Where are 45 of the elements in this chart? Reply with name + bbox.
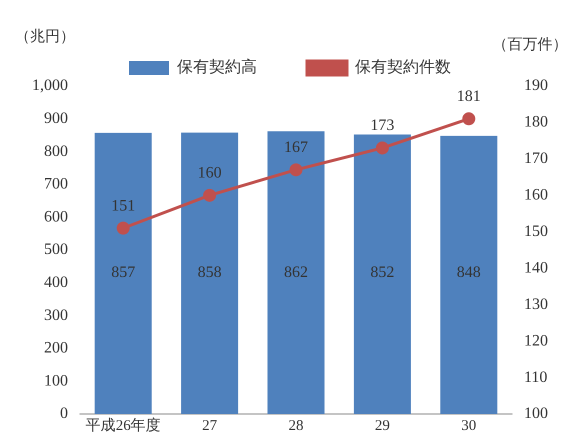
y2-tick-label: 160 <box>524 186 548 204</box>
point <box>376 141 389 154</box>
y-tick-label: 600 <box>44 208 68 226</box>
data-label: 862 <box>284 264 308 282</box>
y2-tick-label: 190 <box>524 77 548 94</box>
y-tick-label: 200 <box>44 340 68 357</box>
y-tick-label: 100 <box>44 372 68 390</box>
y2-tick-label: 140 <box>524 259 548 276</box>
data-label: 160 <box>198 164 222 182</box>
y-tick-label: 800 <box>44 142 68 160</box>
data-label: 858 <box>198 264 222 282</box>
y-tick-label: 900 <box>44 110 68 128</box>
x-tick-label: 平成26年度 <box>86 416 161 434</box>
x-tick-label: 29 <box>374 418 390 434</box>
y-tick-label: 700 <box>44 176 68 193</box>
x-tick-label: 28 <box>288 418 304 434</box>
legend-label: 保有契約件数 <box>355 58 451 76</box>
point <box>116 222 130 235</box>
y2-tick-label: 130 <box>524 296 548 313</box>
x-tick-label: 30 <box>461 418 476 434</box>
y-tick-label: 0 <box>60 405 68 422</box>
y2-tick-label: 110 <box>524 368 548 386</box>
y-tick-label: 300 <box>44 306 68 324</box>
data-label: 181 <box>456 88 481 106</box>
point <box>462 112 476 126</box>
y-tick-label: 1,000 <box>32 77 68 94</box>
data-label: 173 <box>370 117 394 134</box>
data-label: 852 <box>370 264 394 282</box>
data-label: 857 <box>111 264 136 282</box>
x-tick-label: 27 <box>202 418 218 434</box>
data-label: 848 <box>456 264 481 282</box>
legend-label: 保有契約高 <box>177 58 257 76</box>
y-tick-label: 500 <box>44 241 68 258</box>
y2-tick-label: 150 <box>524 222 548 240</box>
y2-tick-label: 180 <box>524 114 548 131</box>
data-label: 151 <box>111 197 136 214</box>
y2-tick-label: 120 <box>524 332 548 350</box>
data-label: 167 <box>284 139 308 156</box>
y2-tick-label: 170 <box>524 150 548 168</box>
y2-tick-label: 100 <box>524 405 548 422</box>
y2-axis-title: （百万件） <box>492 36 568 53</box>
y-axis-title: （兆円） <box>15 28 75 45</box>
y-tick-label: 400 <box>44 274 68 292</box>
point <box>290 163 302 176</box>
point <box>203 188 216 202</box>
